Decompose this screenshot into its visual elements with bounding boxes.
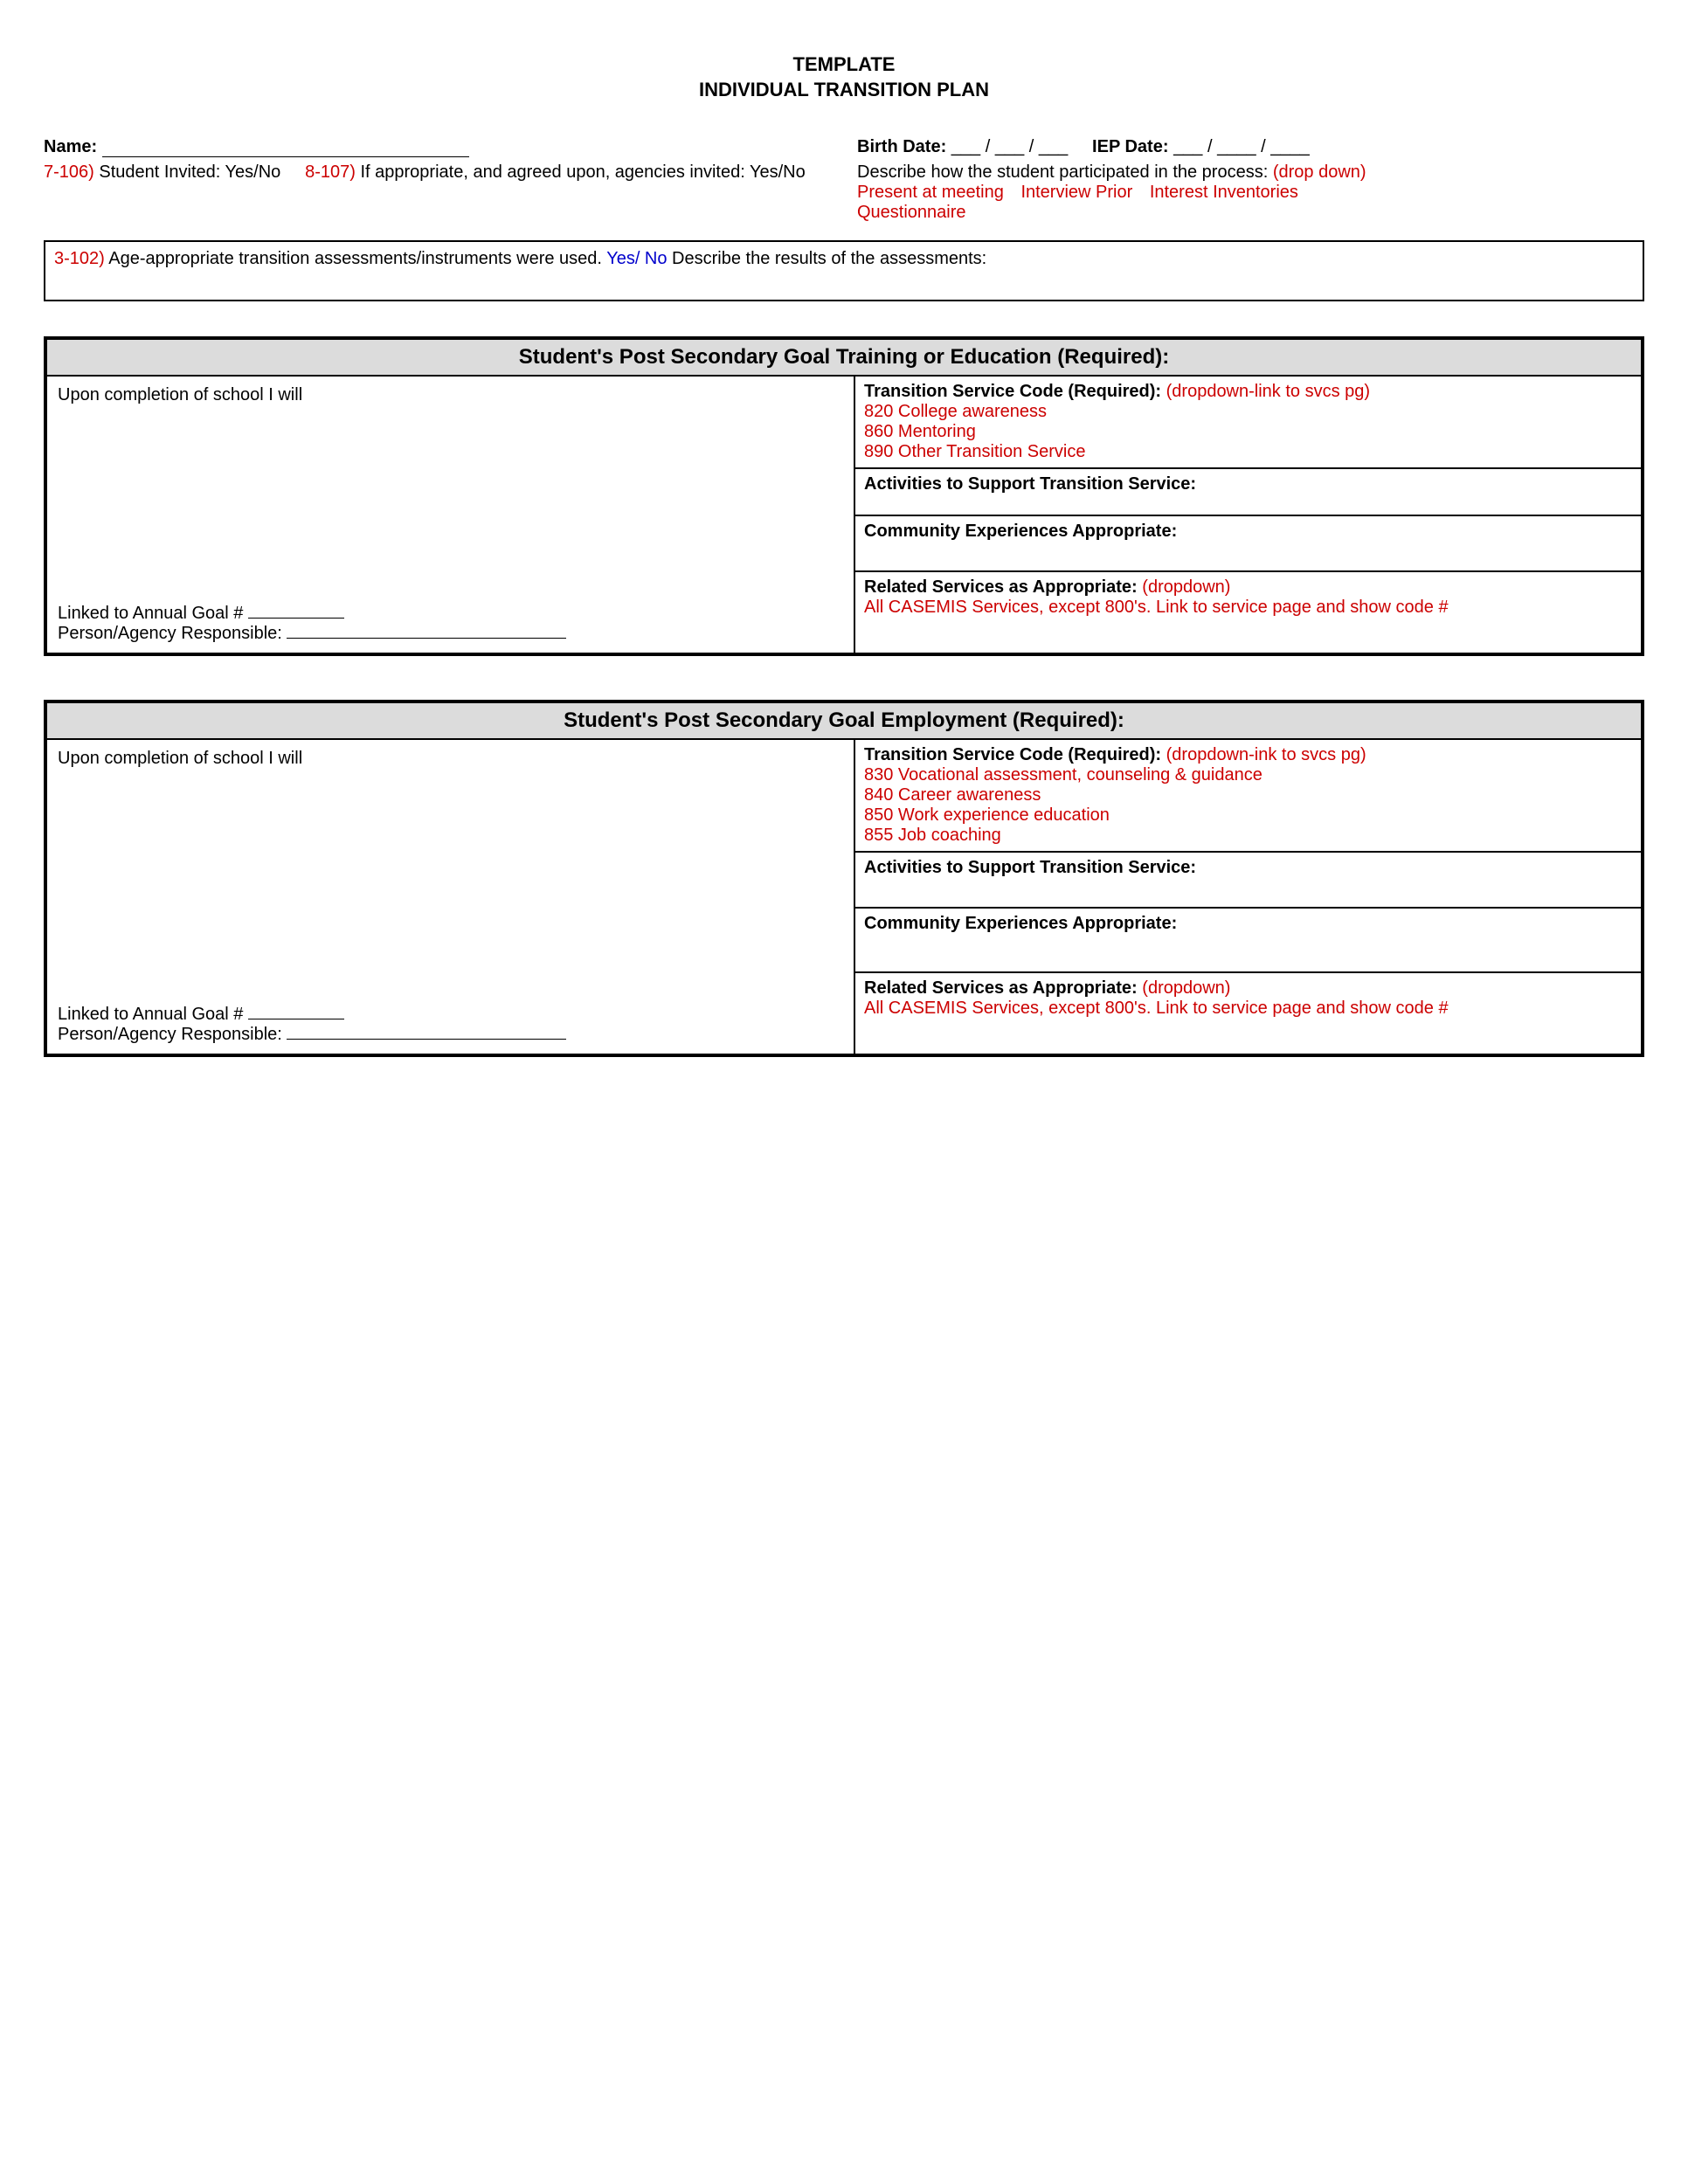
community-label: Community Experiences Appropriate: bbox=[864, 914, 1177, 933]
birth-date-blanks[interactable]: ___ / ___ / ___ bbox=[951, 137, 1068, 156]
option-interview[interactable]: Interview Prior bbox=[1020, 183, 1132, 202]
birth-date-label: Birth Date: bbox=[857, 137, 946, 156]
q8-code: 8-107) bbox=[305, 162, 356, 182]
assessment-text-2: Describe the results of the assessments: bbox=[668, 249, 987, 268]
education-left-bottom: Linked to Annual Goal # Person/Agency Re… bbox=[58, 604, 843, 644]
employment-activities-cell: Activities to Support Transition Service… bbox=[855, 853, 1641, 909]
person-agency-line[interactable] bbox=[287, 638, 566, 639]
describe-dropdown-hint[interactable]: (drop down) bbox=[1273, 162, 1366, 182]
list-item[interactable]: 890 Other Transition Service bbox=[864, 442, 1632, 462]
person-agency-line[interactable] bbox=[287, 1039, 566, 1040]
header-sub-left: 7-106) Student Invited: Yes/No 8-107) If… bbox=[44, 162, 831, 183]
q7-text: Student Invited: Yes/No bbox=[94, 162, 281, 182]
option-inventories[interactable]: Interest Inventories bbox=[1150, 183, 1298, 202]
header-row: Name: Birth Date: ___ / ___ / ___ IEP Da… bbox=[44, 137, 1644, 157]
activities-label: Activities to Support Transition Service… bbox=[864, 474, 1196, 494]
list-item[interactable]: 855 Job coaching bbox=[864, 826, 1632, 846]
linked-goal-row: Linked to Annual Goal # bbox=[58, 604, 843, 624]
describe-text: Describe how the student participated in… bbox=[857, 162, 1273, 182]
community-label: Community Experiences Appropriate: bbox=[864, 522, 1177, 541]
option-present[interactable]: Present at meeting bbox=[857, 183, 1004, 202]
list-item[interactable]: 860 Mentoring bbox=[864, 422, 1632, 442]
section-employment-header: Student's Post Secondary Goal Employment… bbox=[47, 703, 1641, 740]
related-dropdown-hint[interactable]: (dropdown) bbox=[1142, 978, 1230, 998]
person-agency-row: Person/Agency Responsible: bbox=[58, 1025, 843, 1045]
employment-service-code-cell: Transition Service Code (Required): (dro… bbox=[855, 740, 1641, 853]
name-input-line[interactable] bbox=[102, 137, 469, 157]
linked-goal-label: Linked to Annual Goal # bbox=[58, 604, 248, 623]
list-item[interactable]: 830 Vocational assessment, counseling & … bbox=[864, 765, 1632, 785]
education-activities-cell: Activities to Support Transition Service… bbox=[855, 469, 1641, 516]
related-services-text: All CASEMIS Services, except 800's. Link… bbox=[864, 598, 1632, 618]
name-field-group: Name: bbox=[44, 137, 831, 157]
person-agency-row: Person/Agency Responsible: bbox=[58, 624, 843, 644]
education-intro: Upon completion of school I will bbox=[58, 385, 843, 405]
participation-options: Present at meeting Interview Prior Inter… bbox=[857, 183, 1644, 223]
service-code-label: Transition Service Code (Required): bbox=[864, 382, 1166, 401]
related-dropdown-hint[interactable]: (dropdown) bbox=[1142, 577, 1230, 597]
education-service-list: 820 College awareness 860 Mentoring 890 … bbox=[864, 402, 1632, 462]
name-label: Name: bbox=[44, 137, 97, 156]
service-code-dropdown-hint[interactable]: (dropdown-link to svcs pg) bbox=[1166, 382, 1370, 401]
related-services-text: All CASEMIS Services, except 800's. Link… bbox=[864, 999, 1632, 1019]
section-education: Student's Post Secondary Goal Training o… bbox=[44, 336, 1644, 656]
assessment-yes-no[interactable]: Yes/ No bbox=[606, 249, 667, 268]
assessment-code: 3-102) bbox=[54, 249, 105, 268]
iep-date-blanks[interactable]: ___ / ____ / ____ bbox=[1173, 137, 1310, 156]
employment-related-cell: Related Services as Appropriate: (dropdo… bbox=[855, 973, 1641, 1054]
title-line-2: INDIVIDUAL TRANSITION PLAN bbox=[44, 78, 1644, 103]
section-education-body: Upon completion of school I will Linked … bbox=[47, 377, 1641, 653]
section-education-header: Student's Post Secondary Goal Training o… bbox=[47, 340, 1641, 377]
education-service-code-cell: Transition Service Code (Required): (dro… bbox=[855, 377, 1641, 469]
list-item[interactable]: 820 College awareness bbox=[864, 402, 1632, 422]
header-sub-row: 7-106) Student Invited: Yes/No 8-107) If… bbox=[44, 162, 1644, 223]
assessment-box: 3-102) Age-appropriate transition assess… bbox=[44, 240, 1644, 301]
employment-right-col: Transition Service Code (Required): (dro… bbox=[855, 740, 1641, 1054]
header-sub-right: Describe how the student participated in… bbox=[857, 162, 1644, 223]
service-code-dropdown-hint[interactable]: (dropdown-ink to svcs pg) bbox=[1166, 745, 1366, 764]
linked-goal-line[interactable] bbox=[248, 618, 344, 619]
related-services-label: Related Services as Appropriate: bbox=[864, 978, 1142, 998]
education-right-col: Transition Service Code (Required): (dro… bbox=[855, 377, 1641, 653]
education-left-col: Upon completion of school I will Linked … bbox=[47, 377, 855, 653]
section-employment-body: Upon completion of school I will Linked … bbox=[47, 740, 1641, 1054]
iep-date-label: IEP Date: bbox=[1092, 137, 1168, 156]
assessment-text-1: Age-appropriate transition assessments/i… bbox=[105, 249, 606, 268]
activities-label: Activities to Support Transition Service… bbox=[864, 858, 1196, 877]
section-employment: Student's Post Secondary Goal Employment… bbox=[44, 700, 1644, 1057]
education-community-cell: Community Experiences Appropriate: bbox=[855, 516, 1641, 572]
document-title: TEMPLATE INDIVIDUAL TRANSITION PLAN bbox=[44, 52, 1644, 102]
employment-service-list: 830 Vocational assessment, counseling & … bbox=[864, 765, 1632, 846]
q7-code: 7-106) bbox=[44, 162, 94, 182]
education-related-cell: Related Services as Appropriate: (dropdo… bbox=[855, 572, 1641, 653]
linked-goal-label: Linked to Annual Goal # bbox=[58, 1005, 248, 1024]
service-code-label: Transition Service Code (Required): bbox=[864, 745, 1166, 764]
title-line-1: TEMPLATE bbox=[44, 52, 1644, 78]
list-item[interactable]: 850 Work experience education bbox=[864, 805, 1632, 826]
related-services-label: Related Services as Appropriate: bbox=[864, 577, 1142, 597]
linked-goal-row: Linked to Annual Goal # bbox=[58, 1005, 843, 1025]
employment-community-cell: Community Experiences Appropriate: bbox=[855, 909, 1641, 973]
dates-group: Birth Date: ___ / ___ / ___ IEP Date: __… bbox=[857, 137, 1644, 157]
employment-left-col: Upon completion of school I will Linked … bbox=[47, 740, 855, 1054]
person-agency-label: Person/Agency Responsible: bbox=[58, 624, 287, 643]
employment-left-bottom: Linked to Annual Goal # Person/Agency Re… bbox=[58, 1005, 843, 1045]
employment-intro: Upon completion of school I will bbox=[58, 749, 843, 769]
list-item[interactable]: 840 Career awareness bbox=[864, 785, 1632, 805]
option-questionnaire[interactable]: Questionnaire bbox=[857, 203, 966, 222]
q8-text: If appropriate, and agreed upon, agencie… bbox=[356, 162, 806, 182]
person-agency-label: Person/Agency Responsible: bbox=[58, 1025, 287, 1044]
